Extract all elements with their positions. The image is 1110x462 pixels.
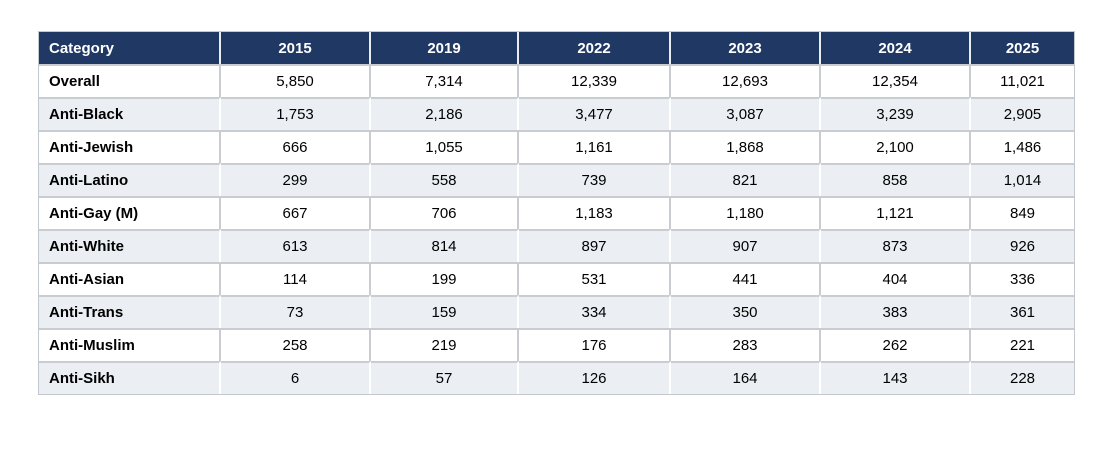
table-row: Anti-Sikh 6 57 126 164 143 228 [39, 361, 1074, 394]
data-cell: 613 [221, 229, 371, 262]
data-cell: 126 [519, 361, 671, 394]
table-row: Anti-Jewish 666 1,055 1,161 1,868 2,100 1,486 [39, 130, 1074, 163]
data-cell: 873 [821, 229, 971, 262]
data-cell: 176 [519, 328, 671, 361]
data-cell: 3,239 [821, 97, 971, 130]
data-cell: 143 [821, 361, 971, 394]
data-cell: 57 [371, 361, 519, 394]
row-category-label: Anti-Sikh [39, 361, 221, 394]
data-cell: 164 [671, 361, 821, 394]
table-row: Anti-Latino 299 558 739 821 858 1,014 [39, 163, 1074, 196]
data-cell: 404 [821, 262, 971, 295]
row-category-label: Anti-Trans [39, 295, 221, 328]
data-cell: 558 [371, 163, 519, 196]
header-cell-year-2019: 2019 [371, 32, 519, 64]
header-cell-year-2015: 2015 [221, 32, 371, 64]
data-cell: 350 [671, 295, 821, 328]
data-cell: 334 [519, 295, 671, 328]
data-cell: 821 [671, 163, 821, 196]
table-header: Category 2015 2019 2022 2023 2024 2025 [39, 32, 1074, 64]
data-cell: 383 [821, 295, 971, 328]
data-cell: 11,021 [971, 64, 1074, 97]
data-cell: 1,753 [221, 97, 371, 130]
data-cell: 262 [821, 328, 971, 361]
data-cell: 739 [519, 163, 671, 196]
data-cell: 1,161 [519, 130, 671, 163]
data-cell: 299 [221, 163, 371, 196]
row-category-label: Anti-White [39, 229, 221, 262]
data-cell: 219 [371, 328, 519, 361]
row-category-label: Anti-Muslim [39, 328, 221, 361]
data-cell: 73 [221, 295, 371, 328]
data-cell: 2,905 [971, 97, 1074, 130]
table-row: Anti-Muslim 258 219 176 283 262 221 [39, 328, 1074, 361]
data-cell: 258 [221, 328, 371, 361]
data-cell: 1,180 [671, 196, 821, 229]
data-cell: 1,121 [821, 196, 971, 229]
table-row: Anti-Trans 73 159 334 350 383 361 [39, 295, 1074, 328]
data-cell: 221 [971, 328, 1074, 361]
data-cell: 1,183 [519, 196, 671, 229]
data-cell: 6 [221, 361, 371, 394]
header-cell-category: Category [39, 32, 221, 64]
data-cell: 858 [821, 163, 971, 196]
header-cell-year-2023: 2023 [671, 32, 821, 64]
table-row: Anti-Gay (M) 667 706 1,183 1,180 1,121 849 [39, 196, 1074, 229]
data-cell: 926 [971, 229, 1074, 262]
data-table-container: Category 2015 2019 2022 2023 2024 2025 Overall… [38, 31, 1075, 395]
table-row: Overall 5,850 7,314 12,339 12,693 12,354 11,02… [39, 64, 1074, 97]
data-cell: 907 [671, 229, 821, 262]
header-cell-year-2024: 2024 [821, 32, 971, 64]
header-row: Category 2015 2019 2022 2023 2024 2025 [39, 32, 1074, 64]
data-cell: 228 [971, 361, 1074, 394]
data-cell: 667 [221, 196, 371, 229]
data-cell: 814 [371, 229, 519, 262]
data-cell: 441 [671, 262, 821, 295]
data-cell: 12,339 [519, 64, 671, 97]
data-cell: 361 [971, 295, 1074, 328]
data-cell: 1,014 [971, 163, 1074, 196]
row-category-label: Anti-Latino [39, 163, 221, 196]
row-category-label: Anti-Jewish [39, 130, 221, 163]
row-category-label: Anti-Black [39, 97, 221, 130]
table-row: Anti-Black 1,753 2,186 3,477 3,087 3,239 2,905 [39, 97, 1074, 130]
row-category-label: Anti-Asian [39, 262, 221, 295]
data-cell: 5,850 [221, 64, 371, 97]
data-cell: 159 [371, 295, 519, 328]
table-row: Anti-White 613 814 897 907 873 926 [39, 229, 1074, 262]
table-body: Overall 5,850 7,314 12,339 12,693 12,354 11,02… [39, 64, 1074, 394]
row-category-label: Overall [39, 64, 221, 97]
data-cell: 2,100 [821, 130, 971, 163]
data-cell: 706 [371, 196, 519, 229]
data-cell: 1,055 [371, 130, 519, 163]
header-cell-year-2025: 2025 [971, 32, 1074, 64]
data-cell: 1,868 [671, 130, 821, 163]
data-cell: 114 [221, 262, 371, 295]
header-cell-year-2022: 2022 [519, 32, 671, 64]
data-cell: 12,693 [671, 64, 821, 97]
data-cell: 199 [371, 262, 519, 295]
data-cell: 897 [519, 229, 671, 262]
data-cell: 2,186 [371, 97, 519, 130]
data-cell: 3,087 [671, 97, 821, 130]
data-cell: 7,314 [371, 64, 519, 97]
data-cell: 12,354 [821, 64, 971, 97]
data-cell: 336 [971, 262, 1074, 295]
data-cell: 666 [221, 130, 371, 163]
data-cell: 849 [971, 196, 1074, 229]
data-cell: 3,477 [519, 97, 671, 130]
row-category-label: Anti-Gay (M) [39, 196, 221, 229]
table-row: Anti-Asian 114 199 531 441 404 336 [39, 262, 1074, 295]
data-cell: 1,486 [971, 130, 1074, 163]
data-cell: 531 [519, 262, 671, 295]
data-cell: 283 [671, 328, 821, 361]
hate-crime-statistics-table: Category 2015 2019 2022 2023 2024 2025 Overall… [38, 31, 1075, 395]
